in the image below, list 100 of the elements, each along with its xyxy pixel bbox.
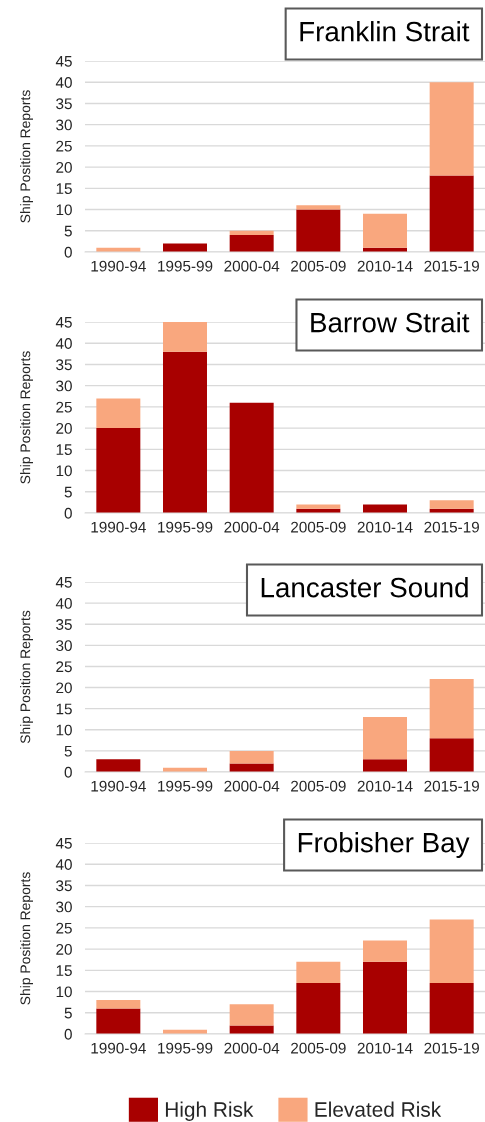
bar bbox=[429, 82, 474, 176]
y-tick-label: 15 bbox=[56, 703, 72, 715]
y-tick-label: 0 bbox=[64, 1028, 72, 1040]
bar bbox=[229, 402, 274, 513]
y-axis-title: Ship Position Reports bbox=[20, 872, 33, 1005]
x-tick-label: 2015-19 bbox=[424, 260, 479, 272]
bar bbox=[96, 428, 141, 513]
y-tick-label: 40 bbox=[55, 77, 72, 88]
bar bbox=[96, 1000, 141, 1009]
bar bbox=[363, 961, 407, 1034]
bar bbox=[229, 230, 274, 236]
y-tick-label: 20 bbox=[56, 422, 72, 434]
x-tick-label: 1995-99 bbox=[158, 521, 213, 533]
x-tick-label: 2005-09 bbox=[291, 521, 346, 533]
x-tick-label: 2015-19 bbox=[424, 1042, 479, 1054]
y-tick-label: 0 bbox=[64, 246, 72, 258]
bar bbox=[296, 209, 341, 252]
y-tick-label: 5 bbox=[64, 745, 72, 757]
x-tick-label: 1995-99 bbox=[158, 260, 213, 272]
y-tick-label: 45 bbox=[55, 577, 72, 588]
y-tick-label: 35 bbox=[56, 880, 72, 892]
y-tick-label: 10 bbox=[56, 204, 72, 216]
bar bbox=[96, 398, 141, 429]
y-tick-label: 35 bbox=[56, 98, 72, 110]
chart-title: Frobisher Bay bbox=[298, 832, 470, 858]
bar bbox=[96, 759, 141, 772]
y-tick-label: 35 bbox=[56, 359, 72, 371]
bar bbox=[363, 759, 407, 772]
bar bbox=[163, 351, 207, 513]
y-tick-label: 15 bbox=[56, 965, 72, 977]
x-tick-label: 2010-14 bbox=[357, 521, 413, 533]
bar bbox=[229, 235, 274, 252]
y-tick-label: 40 bbox=[55, 859, 72, 870]
y-tick-label: 20 bbox=[56, 682, 72, 694]
bar bbox=[296, 504, 341, 509]
bar bbox=[429, 983, 474, 1034]
legend-label: Elevated Risk bbox=[315, 1101, 442, 1117]
y-tick-label: 25 bbox=[56, 140, 72, 152]
x-tick-label: 2015-19 bbox=[424, 780, 479, 792]
y-tick-label: 10 bbox=[56, 724, 72, 736]
x-tick-label: 2015-19 bbox=[424, 521, 479, 533]
y-tick-label: 20 bbox=[56, 161, 72, 173]
y-tick-label: 40 bbox=[55, 338, 72, 349]
bar bbox=[229, 1004, 274, 1026]
bar bbox=[429, 500, 474, 509]
bar bbox=[429, 738, 474, 772]
x-tick-label: 2000-04 bbox=[224, 780, 280, 792]
y-tick-label: 25 bbox=[56, 401, 72, 413]
bar bbox=[296, 983, 341, 1034]
y-tick-label: 30 bbox=[56, 640, 72, 652]
x-tick-label: 2005-09 bbox=[291, 260, 346, 272]
chart-title: Lancaster Sound bbox=[261, 577, 468, 598]
bar bbox=[429, 679, 474, 739]
bar bbox=[229, 750, 274, 764]
bar bbox=[363, 940, 407, 962]
y-tick-label: 35 bbox=[56, 619, 72, 630]
x-tick-label: 2005-09 bbox=[291, 1042, 346, 1054]
x-tick-label: 2005-09 bbox=[291, 780, 346, 792]
y-tick-label: 10 bbox=[56, 986, 72, 998]
bar bbox=[96, 1008, 141, 1034]
y-tick-label: 45 bbox=[55, 838, 72, 849]
x-tick-label: 2000-04 bbox=[224, 1042, 280, 1054]
y-tick-label: 25 bbox=[56, 661, 72, 673]
bar bbox=[429, 175, 474, 252]
y-tick-label: 45 bbox=[55, 56, 72, 67]
legend-label: High Risk bbox=[165, 1101, 254, 1121]
x-tick-label: 1990-94 bbox=[91, 1042, 146, 1054]
x-tick-label: 1995-99 bbox=[158, 780, 213, 792]
y-tick-label: 5 bbox=[64, 486, 72, 498]
x-tick-label: 2000-04 bbox=[224, 521, 280, 533]
bar bbox=[363, 213, 407, 248]
y-tick-label: 0 bbox=[64, 766, 72, 778]
x-tick-label: 2010-14 bbox=[357, 1042, 413, 1054]
y-tick-label: 25 bbox=[56, 922, 72, 934]
y-tick-label: 40 bbox=[55, 597, 72, 609]
bar bbox=[429, 919, 474, 984]
x-tick-label: 2000-04 bbox=[224, 260, 280, 272]
chart-title: Barrow Strait bbox=[311, 312, 470, 333]
x-tick-label: 1995-99 bbox=[158, 1042, 213, 1054]
bar bbox=[296, 961, 341, 984]
y-tick-label: 30 bbox=[56, 380, 72, 392]
y-tick-label: 5 bbox=[64, 1007, 72, 1019]
y-tick-label: 20 bbox=[56, 943, 72, 955]
x-tick-label: 1990-94 bbox=[91, 521, 146, 533]
y-tick-label: 0 bbox=[64, 507, 72, 519]
y-tick-label: 30 bbox=[56, 901, 72, 913]
chart-title: Franklin Strait bbox=[300, 21, 470, 42]
bar bbox=[163, 322, 207, 352]
y-tick-label: 15 bbox=[56, 183, 72, 195]
bar bbox=[296, 205, 341, 210]
y-tick-label: 5 bbox=[64, 225, 72, 237]
y-tick-label: 30 bbox=[56, 119, 72, 131]
bar bbox=[363, 717, 407, 760]
x-tick-label: 2010-14 bbox=[357, 780, 413, 792]
y-tick-label: 45 bbox=[55, 317, 72, 328]
y-tick-label: 10 bbox=[56, 465, 72, 477]
y-axis-title: Ship Position Reports bbox=[20, 610, 33, 744]
y-axis-title: Ship Position Reports bbox=[20, 90, 33, 223]
x-tick-label: 1990-94 bbox=[91, 780, 146, 792]
x-tick-label: 1990-94 bbox=[91, 260, 146, 272]
